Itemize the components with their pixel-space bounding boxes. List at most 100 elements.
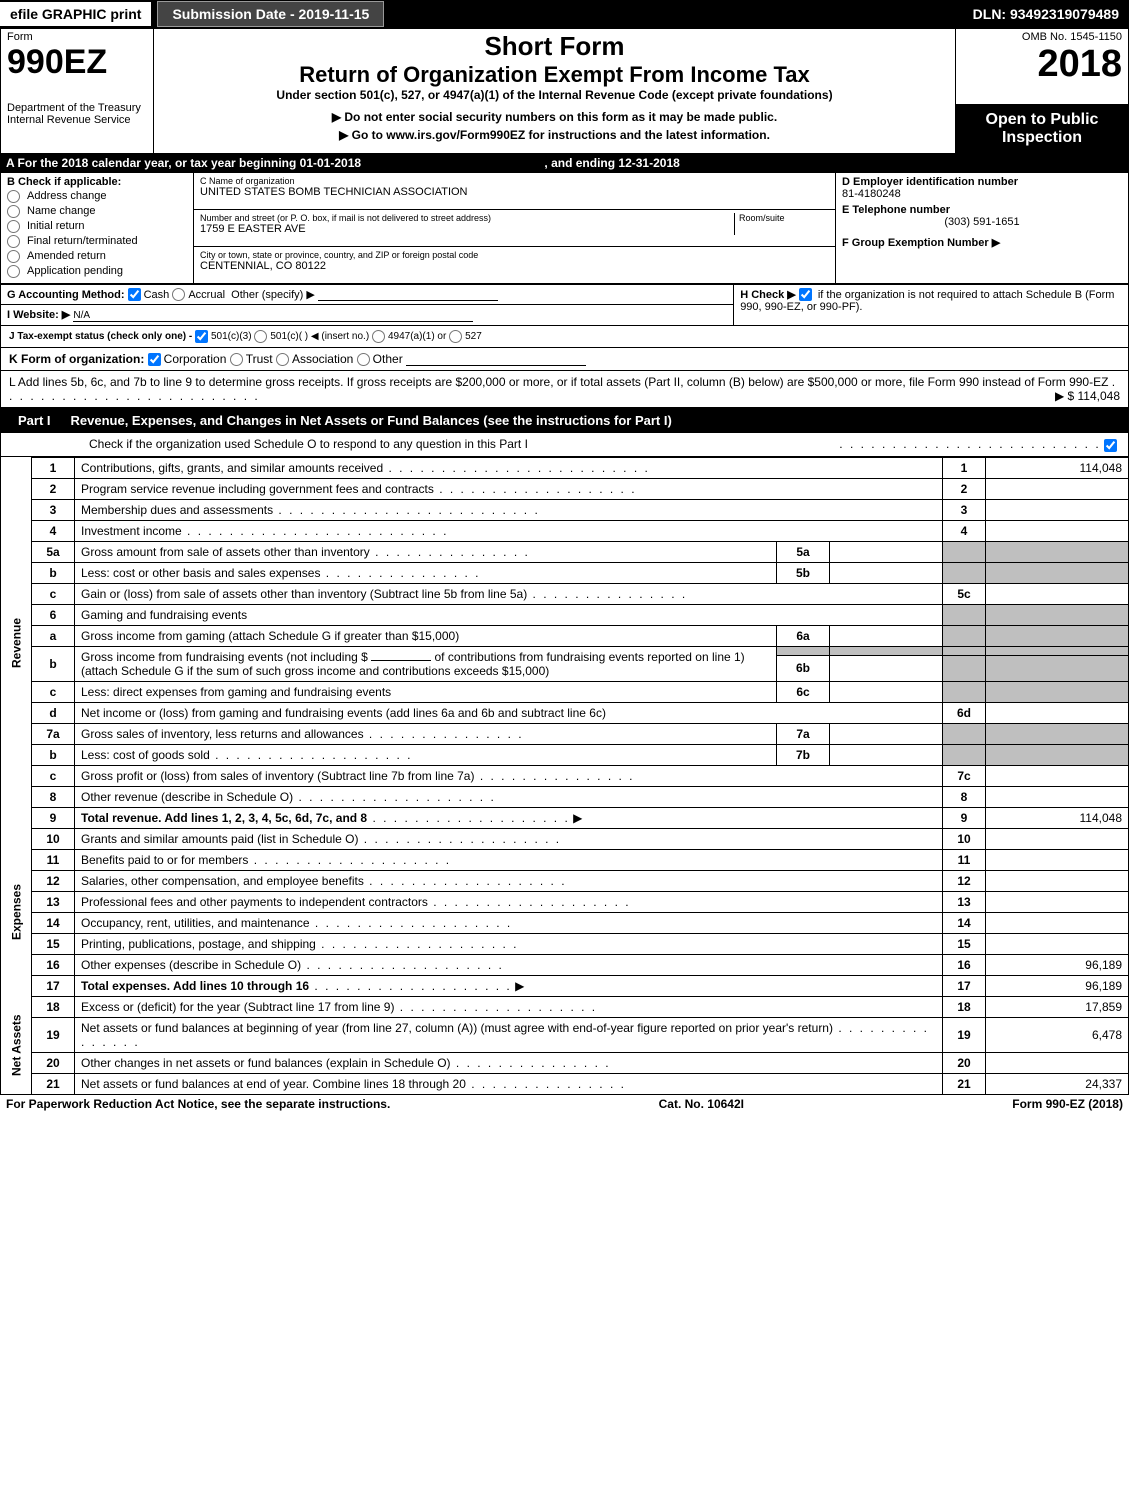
line-16-desc: Other expenses (describe in Schedule O) [81, 958, 301, 972]
amended-return-label: Amended return [27, 250, 106, 262]
dln-number: DLN: 93492319079489 [963, 2, 1129, 26]
line-1-num: 1 [32, 457, 75, 478]
line-7c-box: 7c [943, 765, 986, 786]
line-10-desc: Grants and similar amounts paid (list in… [81, 832, 358, 846]
other-org-label: Other [373, 352, 403, 366]
final-return-label: Final return/terminated [27, 235, 138, 247]
association-radio[interactable] [276, 353, 289, 366]
application-pending-radio[interactable] [7, 265, 20, 278]
phone-value: (303) 591-1651 [842, 216, 1122, 228]
line-7b-grey [943, 744, 986, 765]
section-k: K Form of organization: Corporation Trus… [0, 348, 1129, 371]
line-17-value: 96,189 [986, 975, 1129, 996]
4947-radio[interactable] [372, 330, 385, 343]
section-l-text: L Add lines 5b, 6c, and 7b to line 9 to … [9, 375, 1108, 389]
line-21-num: 21 [32, 1073, 75, 1094]
submission-date: Submission Date - 2019-11-15 [157, 1, 384, 27]
line-6a-num: a [32, 625, 75, 646]
line-13-box: 13 [943, 891, 986, 912]
line-6d-num: d [32, 702, 75, 723]
efile-print-link[interactable]: efile GRAPHIC print [0, 2, 151, 26]
line-5a-desc: Gross amount from sale of assets other t… [81, 545, 370, 559]
line-8-desc: Other revenue (describe in Schedule O) [81, 790, 293, 804]
line-6d-desc: Net income or (loss) from gaming and fun… [81, 706, 606, 720]
section-a-period: A For the 2018 calendar year, or tax yea… [0, 154, 1129, 172]
omb-number: OMB No. 1545-1150 [962, 31, 1122, 43]
schedule-b-checkbox[interactable] [799, 288, 812, 301]
line-6b-blank[interactable] [371, 660, 431, 661]
address-change-radio[interactable] [7, 190, 20, 203]
line-19-box: 19 [943, 1017, 986, 1052]
line-18-desc: Excess or (deficit) for the year (Subtra… [81, 1000, 394, 1014]
application-pending-label: Application pending [27, 265, 123, 277]
line-5a-sublabel: 5a [777, 541, 830, 562]
g-h-block: G Accounting Method: Cash Accrual Other … [0, 284, 1129, 327]
line-5b-subvalue [830, 562, 943, 583]
amended-return-radio[interactable] [7, 250, 20, 263]
line-13-num: 13 [32, 891, 75, 912]
other-specify-blank[interactable] [318, 288, 498, 301]
line-7a-grey [943, 723, 986, 744]
dept-treasury: Department of the Treasury [7, 102, 147, 114]
other-org-blank[interactable] [406, 353, 586, 366]
line-12-desc: Salaries, other compensation, and employ… [81, 874, 364, 888]
527-radio[interactable] [449, 330, 462, 343]
form-header: Form 990EZ Department of the Treasury In… [0, 28, 1129, 154]
line-15-desc: Printing, publications, postage, and shi… [81, 937, 316, 951]
line-5a-subvalue [830, 541, 943, 562]
line-14-value [986, 912, 1129, 933]
line-17-num: 17 [32, 975, 75, 996]
trust-radio[interactable] [230, 353, 243, 366]
line-6a-grey [943, 625, 986, 646]
cash-label: Cash [144, 289, 170, 301]
501c-radio[interactable] [254, 330, 267, 343]
line-5a-grey2 [986, 541, 1129, 562]
line-6b-num: b [32, 646, 75, 681]
initial-return-radio[interactable] [7, 220, 20, 233]
final-return-radio[interactable] [7, 235, 20, 248]
corporation-checkbox[interactable] [148, 353, 161, 366]
city-label: City or town, state or province, country… [200, 250, 829, 260]
501c3-checkbox[interactable] [195, 330, 208, 343]
accrual-radio[interactable] [172, 288, 185, 301]
line-14-desc: Occupancy, rent, utilities, and maintena… [81, 916, 310, 930]
open-public-badge: Open to Public Inspection [956, 105, 1128, 153]
line-10-box: 10 [943, 828, 986, 849]
line-21-value: 24,337 [986, 1073, 1129, 1094]
line-5c-desc: Gain or (loss) from sale of assets other… [81, 587, 527, 601]
line-6b-grey2 [986, 646, 1129, 655]
line-9-desc: Total revenue. Add lines 1, 2, 3, 4, 5c,… [81, 811, 367, 825]
line-6b-desc1: Gross income from fundraising events (no… [81, 650, 368, 664]
ein-label: D Employer identification number [842, 176, 1122, 188]
line-6b-grey4 [986, 655, 1129, 681]
group-exemption-label: F Group Exemption Number ▶ [842, 236, 1122, 249]
line-6c-subvalue [830, 681, 943, 702]
line-5b-sublabel: 5b [777, 562, 830, 583]
line-11-num: 11 [32, 849, 75, 870]
cash-checkbox[interactable] [128, 288, 141, 301]
paperwork-notice: For Paperwork Reduction Act Notice, see … [6, 1097, 390, 1111]
line-7b-desc: Less: cost of goods sold [81, 748, 210, 762]
part-1-check-note: Check if the organization used Schedule … [0, 433, 1129, 456]
line-13-desc: Professional fees and other payments to … [81, 895, 428, 909]
line-6c-grey [943, 681, 986, 702]
line-1-value: 114,048 [986, 457, 1129, 478]
line-6d-value [986, 702, 1129, 723]
other-org-radio[interactable] [357, 353, 370, 366]
line-3-value [986, 499, 1129, 520]
schedule-o-checkbox[interactable] [1104, 439, 1117, 452]
line-7b-grey2 [986, 744, 1129, 765]
line-1-desc: Contributions, gifts, grants, and simila… [81, 461, 383, 475]
line-2-value [986, 478, 1129, 499]
city-value: CENTENNIAL, CO 80122 [200, 260, 829, 272]
catalog-number: Cat. No. 10642I [659, 1097, 744, 1111]
corporation-label: Corporation [164, 352, 227, 366]
line-4-desc: Investment income [81, 524, 182, 538]
line-3-num: 3 [32, 499, 75, 520]
phone-label: E Telephone number [842, 204, 1122, 216]
initial-return-label: Initial return [27, 220, 84, 232]
line-6c-desc: Less: direct expenses from gaming and fu… [81, 685, 391, 699]
line-8-box: 8 [943, 786, 986, 807]
name-change-radio[interactable] [7, 205, 20, 218]
instructions-link[interactable]: ▶ Go to www.irs.gov/Form990EZ for instru… [160, 128, 949, 142]
